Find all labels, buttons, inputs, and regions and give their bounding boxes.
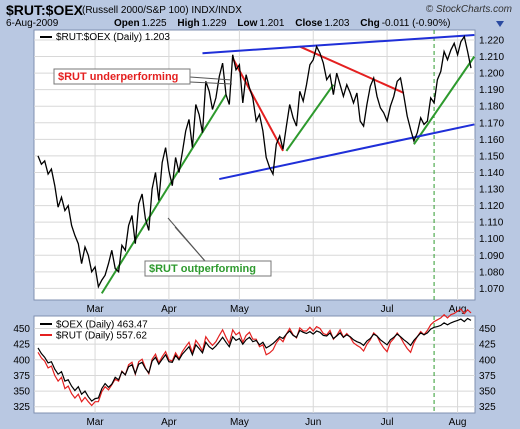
oex-series-line [37, 317, 472, 402]
main-y-tick-label: 1.210 [479, 52, 504, 63]
chart-symbol: $RUT:$OEX [6, 2, 84, 18]
ratio-series-line [37, 34, 472, 289]
outperform-label-box [144, 260, 272, 277]
main-x-tick-label: Aug [449, 304, 467, 315]
lower-plot-area [33, 315, 476, 414]
main-y-tick-label: 1.100 [479, 234, 504, 245]
main-y-tick-label: 1.110 [479, 218, 504, 229]
main-y-tick-label: 1.090 [479, 251, 504, 262]
lower-x-tick-label: Jul [381, 417, 394, 428]
main-x-tick-label: Jun [305, 304, 321, 315]
blue-trendline [219, 123, 475, 181]
red-trendline [299, 45, 405, 94]
lower-y-tick-label-left: 325 [13, 402, 30, 413]
lower-x-tick-label: Aug [449, 417, 467, 428]
low-label: Low [237, 18, 258, 29]
high-label: High [177, 18, 200, 29]
close-label: Close [295, 18, 323, 29]
lower-y-tick-label: 450 [479, 324, 496, 335]
quote-date: 6-Aug-2009 [6, 18, 59, 29]
green-trendline [413, 55, 476, 145]
credit-text: © StockCharts.com [425, 4, 512, 15]
main-legend-label: $RUT:$OEX (Daily) 1.203 [56, 32, 170, 43]
green-trendline [100, 94, 227, 294]
underperform-pointer-2 [189, 81, 233, 85]
open-label: Open [114, 18, 140, 29]
underperform-pointer-1 [189, 76, 233, 81]
main-y-tick-label: 1.130 [479, 185, 504, 196]
lower-y-tick-label: 400 [479, 355, 496, 366]
main-y-tick-label: 1.140 [479, 168, 504, 179]
main-y-tick-label: 1.120 [479, 201, 504, 212]
lower-y-tick-label-left: 425 [13, 340, 30, 351]
outperform-label: $RUT outperforming [149, 263, 256, 275]
lower-x-tick-label: Apr [161, 417, 177, 428]
lower-y-tick-label-left: 400 [13, 355, 30, 366]
main-y-tick-label: 1.220 [479, 35, 504, 46]
main-x-tick-label: Apr [161, 304, 177, 315]
main-y-tick-label: 1.150 [479, 151, 504, 162]
lower-y-tick-label-left: 450 [13, 324, 30, 335]
main-x-tick-label: May [230, 304, 249, 315]
chart-description: (Russell 2000/S&P 100) INDX/INDX [82, 5, 242, 16]
main-y-tick-label: 1.180 [479, 102, 504, 113]
chg-value: -0.011 (-0.90%) [381, 18, 451, 29]
lower-x-tick-label: May [230, 417, 249, 428]
high-value: 1.229 [201, 18, 227, 29]
green-trendline [285, 84, 335, 152]
lower-x-tick-label: Jun [305, 417, 321, 428]
lower-y-tick-label: 325 [479, 402, 496, 413]
main-y-tick-label: 1.200 [479, 69, 504, 80]
main-y-tick-label: 1.070 [479, 284, 504, 295]
underperform-label: $RUT underperforming [58, 71, 178, 83]
underperform-label-box [53, 68, 191, 85]
lower-y-tick-label: 375 [479, 371, 496, 382]
main-y-tick-label: 1.080 [479, 267, 504, 278]
outperform-pointer-2 [174, 226, 206, 262]
lower-y-tick-label-left: 350 [13, 387, 30, 398]
lower-legend-label: $RUT (Daily) 557.62 [56, 331, 147, 342]
dropdown-arrow-icon[interactable] [496, 21, 504, 27]
close-value: 1.203 [324, 18, 350, 29]
low-value: 1.201 [259, 18, 285, 29]
open-value: 1.225 [141, 18, 167, 29]
blue-trendline [202, 33, 475, 55]
main-x-tick-label: Jul [381, 304, 394, 315]
lower-y-tick-label-left: 375 [13, 371, 30, 382]
main-x-tick-label: Mar [86, 304, 104, 315]
main-y-tick-label: 1.190 [479, 85, 504, 96]
quote-strip: Open 1.225 High 1.229 Low 1.201 Close 1.203 … [114, 18, 458, 29]
lower-y-tick-label: 350 [479, 387, 496, 398]
lower-y-tick-label: 425 [479, 340, 496, 351]
main-y-tick-label: 1.160 [479, 135, 504, 146]
red-trendline [231, 57, 284, 152]
main-y-tick-label: 1.170 [479, 118, 504, 129]
chg-label: Chg [360, 18, 380, 29]
lower-x-tick-label: Mar [86, 417, 104, 428]
lower-legend-label: $OEX (Daily) 463.47 [56, 320, 148, 331]
